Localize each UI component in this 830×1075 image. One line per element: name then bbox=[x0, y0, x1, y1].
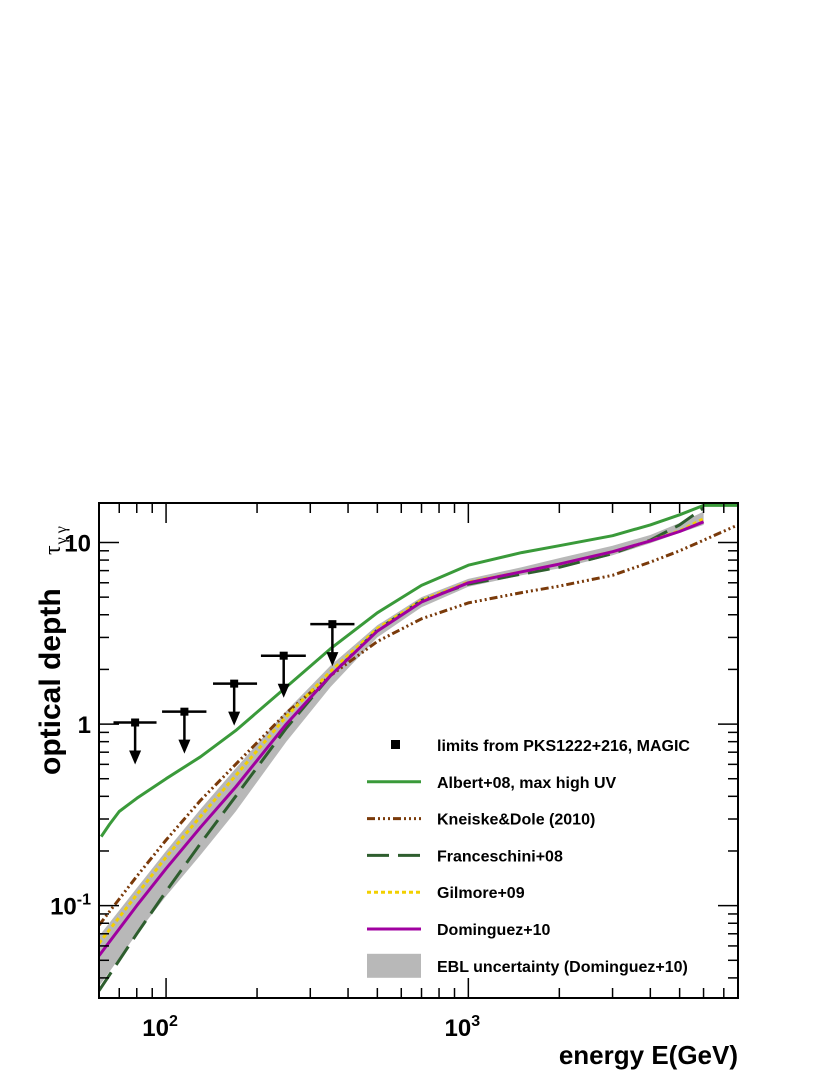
legend-label: limits from PKS1222+216, MAGIC bbox=[437, 738, 690, 755]
legend-item-kneiske-dole-2010: Kneiske&Dole (2010) bbox=[367, 812, 595, 829]
legend-label: EBL uncertainty (Dominguez+10) bbox=[437, 959, 688, 976]
limit-marker bbox=[180, 707, 189, 716]
y-tick-label: 1 bbox=[78, 712, 91, 739]
legend-label: Gilmore+09 bbox=[437, 885, 525, 902]
limit-marker bbox=[328, 620, 337, 629]
tick-exponent: 2 bbox=[169, 1013, 178, 1030]
limit-arrow-head bbox=[326, 652, 339, 667]
legend-item-gilmore-09: Gilmore+09 bbox=[367, 885, 525, 902]
legend-swatch-band bbox=[367, 953, 421, 978]
upper-limit-5 bbox=[310, 620, 355, 667]
upper-limit-1 bbox=[113, 718, 157, 765]
y-axis-title-group: optical depth bbox=[34, 588, 67, 775]
gamma-gamma-subscript: γ γ bbox=[53, 526, 70, 545]
series-line-gilmore-09 bbox=[99, 517, 705, 945]
series-line-albert-08-max-high-uv bbox=[99, 503, 738, 838]
limit-arrow-head bbox=[178, 739, 191, 754]
plot-frame bbox=[98, 502, 739, 999]
series-line-kneiske-dole-2010 bbox=[99, 523, 738, 927]
limit-arrow-head bbox=[228, 711, 241, 726]
legend: limits from PKS1222+216, MAGIC Albert+08,… bbox=[367, 738, 690, 978]
x-tick-label: 103 bbox=[445, 1013, 481, 1042]
tick-base: 10 bbox=[445, 1015, 472, 1042]
limit-marker bbox=[131, 718, 140, 727]
series-line-dominguez-10 bbox=[99, 520, 705, 957]
upper-limit-3 bbox=[213, 679, 258, 726]
legend-item-franceschini-08: Franceschini+08 bbox=[367, 848, 563, 865]
limit-marker bbox=[230, 679, 239, 688]
limit-arrow-head bbox=[129, 750, 142, 765]
legend-label: Kneiske&Dole (2010) bbox=[437, 812, 595, 829]
legend-label: Albert+08, max high UV bbox=[437, 775, 616, 792]
y-axis-ticks bbox=[99, 541, 738, 979]
tick-exponent: -1 bbox=[77, 892, 91, 909]
upper-limit-2 bbox=[162, 707, 207, 754]
limit-arrow-head bbox=[277, 683, 290, 698]
tick-exponent: 3 bbox=[471, 1013, 480, 1030]
legend-swatch-marker bbox=[391, 740, 400, 749]
tau-symbol: τ bbox=[40, 545, 66, 555]
y-axis-title: optical depth bbox=[34, 588, 67, 775]
legend-item-ebl-uncertainty-dominguez-10: EBL uncertainty (Dominguez+10) bbox=[367, 953, 688, 978]
legend-item-albert-08-max-high-uv: Albert+08, max high UV bbox=[367, 775, 616, 792]
legend-item-dominguez-10: Dominguez+10 bbox=[367, 922, 550, 939]
limit-marker bbox=[279, 651, 288, 660]
legend-label: Dominguez+10 bbox=[437, 922, 550, 939]
x-axis-ticks bbox=[98, 503, 725, 998]
y-axis-symbol-group: τγ γ bbox=[40, 526, 70, 555]
series-layer bbox=[99, 503, 738, 992]
tick-base: 10 bbox=[50, 894, 77, 921]
y-tick-label: 10 bbox=[64, 530, 91, 557]
y-tick-label: 10-1 bbox=[50, 892, 91, 921]
legend-item-limits-from-pks1222-216-magic: limits from PKS1222+216, MAGIC bbox=[391, 738, 690, 755]
upper-limit-4 bbox=[260, 651, 306, 698]
upper-limits-layer bbox=[113, 620, 355, 765]
tick-base: 10 bbox=[142, 1015, 169, 1042]
x-tick-label: 102 bbox=[142, 1013, 178, 1042]
x-axis-title: energy E(GeV) bbox=[559, 1040, 738, 1070]
y-axis-symbol: τγ γ bbox=[40, 526, 70, 555]
legend-label: Franceschini+08 bbox=[437, 848, 563, 865]
